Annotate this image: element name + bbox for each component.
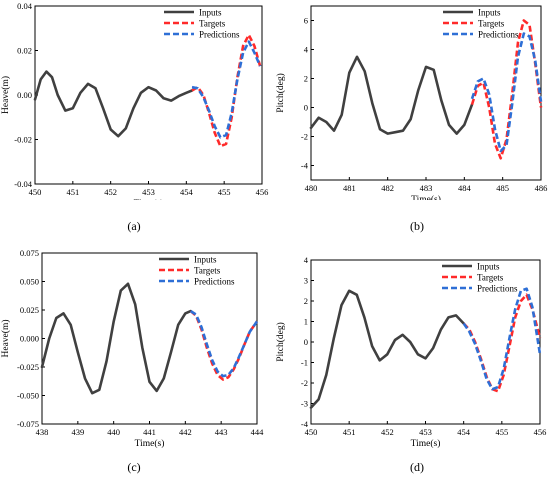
y-axis-title: Heave(m): [0, 76, 11, 114]
x-tick-label: 452: [381, 427, 394, 437]
y-axis-title: Heave(m): [0, 320, 11, 358]
series-inputs-line: [33, 70, 194, 138]
x-tick-label: 456: [256, 187, 269, 197]
x-tick-label: 443: [215, 427, 228, 437]
y-tick-label: -2: [301, 378, 308, 388]
x-tick-label: 454: [457, 427, 471, 437]
x-tick-label: 482: [381, 183, 394, 193]
series-targets-line: [470, 19, 543, 160]
y-tick-label: 2: [304, 296, 308, 306]
y-tick-label: 0.075: [20, 248, 39, 258]
series-inputs-line: [40, 282, 192, 395]
x-tick-label: 442: [179, 427, 192, 437]
y-tick-label: -0.04: [14, 179, 32, 189]
y-tick-label: 0: [304, 337, 308, 347]
x-tick-label: 483: [420, 183, 433, 193]
x-axis-title: Time(s): [134, 198, 164, 200]
legend-label-inputs: Inputs: [199, 8, 222, 18]
y-tick-label: 1: [304, 317, 308, 327]
y-axis-title: Pitch(deg): [275, 73, 286, 113]
x-tick-label: 481: [343, 183, 356, 193]
legend-label-targets: Targets: [477, 273, 504, 283]
legend-label-predictions: Predictions: [194, 277, 235, 287]
x-tick-label: 453: [142, 187, 155, 197]
x-tick-label: 455: [495, 427, 508, 437]
y-tick-label: 0: [304, 103, 308, 113]
y-tick-label: 0.050: [20, 277, 39, 287]
y-tick-label: -0.050: [17, 391, 39, 401]
y-tick-label: 4: [304, 45, 309, 55]
x-axis-title: Time(s): [135, 438, 165, 449]
panel-label-b: (b): [410, 219, 424, 233]
x-tick-label: 439: [71, 427, 84, 437]
x-tick-label: 485: [496, 183, 509, 193]
y-tick-label: -0.025: [17, 362, 39, 372]
x-tick-label: 438: [36, 427, 49, 437]
chart-c: 438 439 440 441 442 443 444 -0.075 -0.050 -0.025 0…: [0, 248, 265, 449]
x-tick-label: 441: [143, 427, 156, 437]
y-tick-label: 0.04: [17, 1, 33, 11]
y-tick-label: -0.02: [14, 135, 32, 145]
series-predictions-line: [470, 32, 543, 153]
series-predictions-line: [462, 287, 542, 391]
x-tick-label: 484: [458, 183, 472, 193]
series-targets-line: [462, 293, 542, 393]
y-tick-label: -0.075: [17, 419, 39, 429]
panel-label-d: (d): [410, 460, 424, 474]
series-targets-line: [191, 33, 262, 148]
x-tick-label: 451: [66, 187, 79, 197]
chart-a: 450 451 452 453 454 455 456 -0.04 -0.02 0.00 0.02 0…: [0, 1, 269, 200]
y-tick-label: 2: [304, 74, 308, 84]
legend-label-predictions: Predictions: [199, 30, 240, 40]
series-targets-line: [189, 310, 259, 381]
x-tick-label: 480: [305, 183, 318, 193]
x-tick-label: 451: [343, 427, 356, 437]
panel-label-a: (a): [127, 219, 141, 233]
legend-label-predictions: Predictions: [478, 30, 519, 40]
y-tick-label: 3: [304, 276, 308, 286]
x-axis-title: Time(s): [411, 438, 441, 449]
series-predictions-line: [191, 40, 262, 139]
x-tick-label: 455: [218, 187, 231, 197]
legend-label-targets: Targets: [478, 19, 505, 29]
y-tick-label: -1: [301, 358, 308, 368]
x-tick-label: 440: [107, 427, 120, 437]
y-tick-label: 6: [304, 16, 308, 26]
chart-d: 450 451 452 453 454 455 456 -4 -3 -2 -1 0 1 2 3 4 Time(s…: [275, 255, 547, 449]
y-tick-label: 0.025: [20, 305, 39, 315]
x-tick-label: 452: [104, 187, 117, 197]
series-inputs-line: [309, 289, 465, 409]
y-tick-label: 0.000: [20, 334, 39, 344]
x-tick-label: 450: [305, 427, 318, 437]
x-tick-label: 454: [180, 187, 194, 197]
chart-b: 480 481 482 483 484 485 486 -4 -2 0 2 4 6 Time(s) Pitc…: [275, 5, 548, 200]
x-tick-label: 450: [29, 187, 42, 197]
legend-label-predictions: Predictions: [477, 284, 518, 294]
y-tick-label: -2: [301, 132, 308, 142]
legend-label-targets: Targets: [199, 19, 226, 29]
x-axis-title: Time(s): [411, 194, 441, 200]
legend-label-inputs: Inputs: [194, 255, 217, 265]
x-tick-label: 486: [535, 183, 548, 193]
panel-label-c: (c): [127, 460, 141, 474]
series-predictions-line: [189, 310, 259, 378]
y-tick-label: 4: [304, 255, 309, 265]
legend-label-inputs: Inputs: [477, 262, 500, 272]
x-tick-label: 456: [534, 427, 547, 437]
x-tick-label: 453: [419, 427, 432, 437]
y-tick-label: -4: [301, 419, 309, 429]
legend-label-inputs: Inputs: [478, 8, 501, 18]
y-axis-title: Pitch(deg): [275, 322, 286, 362]
y-tick-label: 0.02: [17, 46, 32, 56]
x-tick-label: 444: [251, 427, 265, 437]
y-tick-label: -3: [301, 399, 308, 409]
legend-label-targets: Targets: [194, 266, 221, 276]
series-inputs-line: [309, 55, 474, 135]
y-tick-label: -4: [301, 161, 309, 171]
y-tick-label: 0.00: [17, 90, 32, 100]
